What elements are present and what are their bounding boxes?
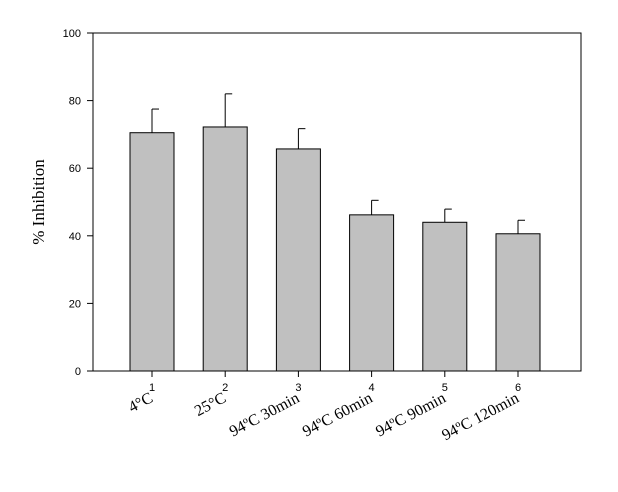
y-axis-label: % Inhibition bbox=[29, 159, 48, 245]
x-tick-label: 4 bbox=[369, 382, 375, 394]
x-tick-label: 5 bbox=[442, 382, 448, 394]
bar bbox=[202, 126, 248, 372]
bar bbox=[495, 233, 541, 372]
category-label: 94ºC 90min bbox=[373, 390, 449, 441]
category-label: 94ºC 60min bbox=[300, 390, 376, 441]
y-tick-label: 60 bbox=[69, 163, 81, 175]
category-label: 94ºC 30min bbox=[227, 390, 303, 441]
x-tick-label: 6 bbox=[515, 382, 521, 394]
y-tick-label: 0 bbox=[75, 366, 81, 378]
bar bbox=[349, 214, 395, 372]
y-tick-label: 100 bbox=[63, 28, 81, 40]
bar bbox=[275, 148, 321, 372]
y-tick-label: 40 bbox=[69, 231, 81, 243]
y-tick-label: 20 bbox=[69, 298, 81, 310]
x-tick-label: 2 bbox=[222, 382, 228, 394]
plot-frame bbox=[92, 32, 582, 372]
y-tick-label: 80 bbox=[69, 96, 81, 108]
category-label: 25°C bbox=[192, 390, 229, 421]
bar bbox=[422, 221, 468, 372]
bar bbox=[129, 132, 175, 372]
x-tick-label: 1 bbox=[149, 382, 155, 394]
x-tick-label: 3 bbox=[295, 382, 301, 394]
category-label: 94ºC 120min bbox=[439, 390, 522, 445]
